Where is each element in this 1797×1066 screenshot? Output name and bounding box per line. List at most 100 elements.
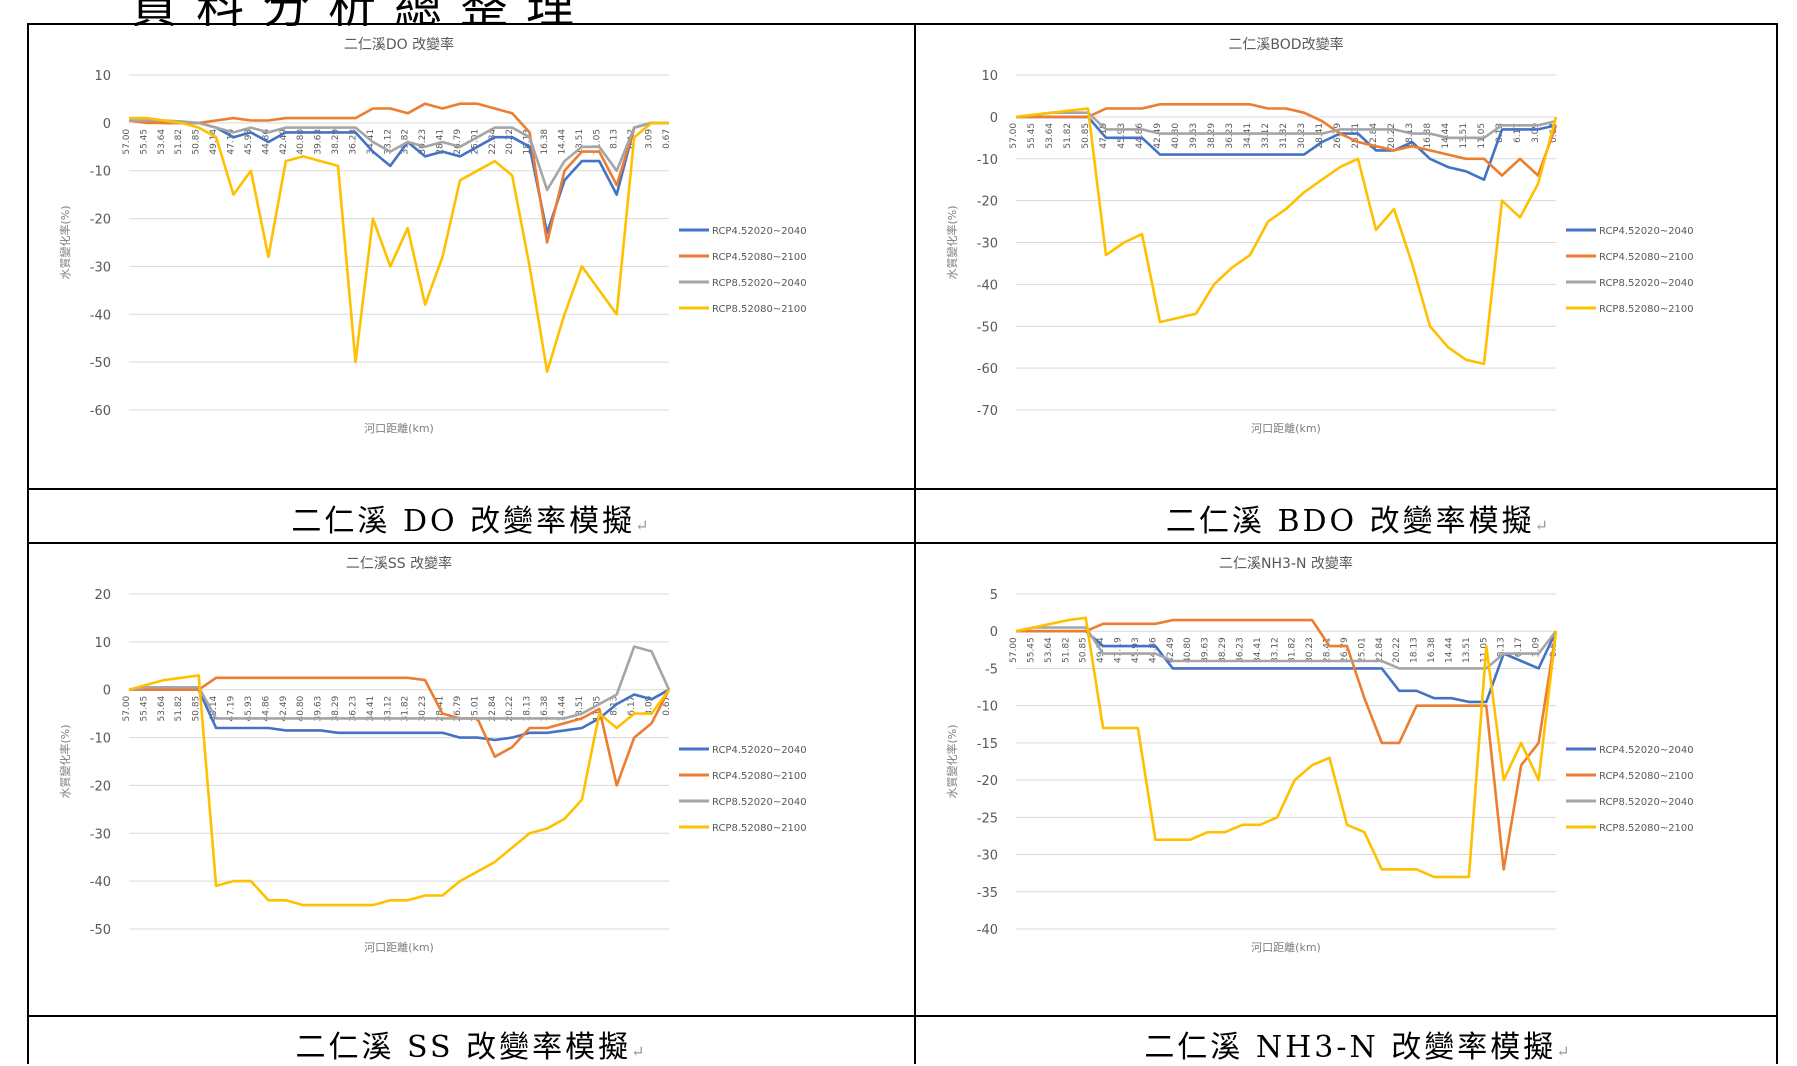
x-axis-label: 河口距離(km) <box>364 421 434 435</box>
table-divider-3 <box>27 1015 1778 1017</box>
x-tick-label: 13.51 <box>575 129 585 155</box>
x-tick-label: 42.49 <box>1166 637 1176 663</box>
x-tick-label: 26.79 <box>453 129 463 155</box>
x-tick-label: 20.22 <box>1392 637 1402 663</box>
x-tick-label: 50.85 <box>192 129 202 155</box>
x-tick-label: 36.23 <box>1235 637 1245 663</box>
x-tick-label: 40.80 <box>1183 637 1193 663</box>
y-tick-label: -50 <box>977 320 998 335</box>
x-tick-label: 38.29 <box>331 129 341 155</box>
x-tick-label: 50.85 <box>192 696 202 722</box>
x-tick-label: 22.84 <box>1369 123 1379 149</box>
x-tick-label: 22.84 <box>488 695 498 721</box>
series-line-3 <box>1015 626 1558 670</box>
legend-label: RCP8.52080~2100 <box>712 823 807 834</box>
chart-title: 二仁溪SS 改變率 <box>346 555 452 572</box>
x-tick-label: 20.22 <box>1387 123 1397 149</box>
x-tick-label: 16.38 <box>1423 123 1433 149</box>
y-tick-label: -25 <box>977 811 998 826</box>
series-line-4 <box>129 116 669 374</box>
series-line-2 <box>1016 103 1558 177</box>
legend-label: RCP4.52080~2100 <box>1599 771 1694 782</box>
series-line-4 <box>1015 107 1558 366</box>
x-tick-label: 45.93 <box>244 129 254 155</box>
x-tick-label: 26.79 <box>453 695 463 721</box>
x-tick-label: 53.64 <box>157 129 167 155</box>
x-tick-label: 51.82 <box>174 696 184 722</box>
x-tick-label: 0.67 <box>662 129 672 149</box>
series-line-1 <box>1016 115 1557 181</box>
caption-nh3: 二仁溪 NH3-N 改變率模擬↵ <box>1144 1030 1573 1065</box>
legend-label: RCP4.52080~2100 <box>712 771 807 782</box>
x-tick-label: 13.51 <box>575 696 585 722</box>
y-tick-label: -50 <box>90 356 111 371</box>
x-tick-label: 14.44 <box>1444 637 1454 663</box>
x-tick-label: 51.82 <box>1061 637 1071 663</box>
x-tick-label: 33.12 <box>1261 123 1271 149</box>
x-tick-label: 11.05 <box>1477 123 1487 149</box>
caption-do: 二仁溪 DO 改變率模擬↵ <box>291 504 652 539</box>
x-tick-label: 13.51 <box>1462 637 1472 663</box>
x-tick-label: 55.45 <box>139 129 149 155</box>
x-tick-label: 57.00 <box>1009 637 1019 663</box>
page-header-text: 資料分析總整理 <box>130 0 1030 26</box>
y-tick-label: 10 <box>981 69 998 84</box>
legend-label: RCP4.52020~2040 <box>1599 226 1694 237</box>
x-tick-label: 25.01 <box>1351 123 1361 149</box>
chart-ss: 二仁溪SS 改變率 20 10 0 -10 -20 -30 -40 -50 57.00 55.45 5… <box>29 544 914 1006</box>
series-line-2 <box>129 676 671 787</box>
x-tick-label: 33.12 <box>383 129 393 155</box>
chart-bod: 二仁溪BOD改變率 10 0 -10 -20 -30 -40 -50 -60 -70 57.00 55… <box>916 25 1797 487</box>
x-tick-label: 34.41 <box>366 696 376 722</box>
x-tick-label: 47.19 <box>1114 637 1124 663</box>
x-tick-label: 40.80 <box>1171 123 1181 149</box>
x-tick-label: 57.00 <box>1009 123 1019 149</box>
series-line-2 <box>1016 618 1558 871</box>
y-axis-label: 水質變化率(%) <box>58 205 72 279</box>
x-tick-label: 11.05 <box>592 129 602 155</box>
x-tick-label: 30.23 <box>1305 637 1315 663</box>
y-axis-label: 水質變化率(%) <box>58 724 72 798</box>
x-tick-label: 18.13 <box>1410 637 1420 663</box>
x-tick-label: 28.41 <box>1315 123 1325 149</box>
x-tick-label: 26.79 <box>1340 637 1350 663</box>
x-tick-label: 38.29 <box>1218 637 1228 663</box>
legend-label: RCP8.52080~2100 <box>1599 823 1694 834</box>
x-tick-label: 33.12 <box>1270 637 1280 663</box>
x-tick-label: 25.01 <box>470 696 480 722</box>
x-tick-label: 44.86 <box>1135 123 1145 149</box>
x-tick-label: 49.14 <box>209 695 219 721</box>
y-tick-label: -30 <box>90 260 111 275</box>
x-tick-label: 20.22 <box>505 129 515 155</box>
x-tick-label: 18.13 <box>1405 123 1415 149</box>
x-axis-label: 河口距離(km) <box>1251 421 1321 435</box>
x-axis-label: 河口距離(km) <box>1251 940 1321 954</box>
x-tick-label: 6.17 <box>1513 123 1523 143</box>
x-tick-label: 55.45 <box>1027 123 1037 149</box>
legend-label: RCP8.52020~2040 <box>1599 278 1694 289</box>
series-line-4 <box>128 674 671 907</box>
x-tick-label: 30.23 <box>418 696 428 722</box>
x-tick-label: 3.09 <box>1531 123 1541 143</box>
series-line-2 <box>128 102 669 244</box>
x-tick-label: 33.12 <box>383 696 393 722</box>
x-tick-label: 3.09 <box>645 695 655 715</box>
x-tick-label: 6.17 <box>1514 637 1524 657</box>
x-tick-label: 42.49 <box>279 695 289 721</box>
x-tick-label: 31.82 <box>1279 123 1289 149</box>
y-tick-label: -15 <box>977 737 998 752</box>
x-tick-label: 38.29 <box>331 695 341 721</box>
y-tick-label: 10 <box>94 69 111 84</box>
legend-label: RCP4.52020~2040 <box>1599 745 1694 756</box>
legend-label: RCP8.52020~2040 <box>712 797 807 808</box>
series-line-3 <box>1015 111 1557 140</box>
x-tick-label: 40.80 <box>296 695 306 721</box>
x-tick-label: 55.45 <box>139 696 149 722</box>
chart-do: 二仁溪DO 改變率 10 0 -10 -20 -30 -40 -50 -60 57.00 55.45… <box>29 25 914 487</box>
x-tick-label: 39.63 <box>1201 637 1211 663</box>
x-tick-label: 8.13 <box>1497 637 1507 657</box>
y-tick-label: -50 <box>90 923 111 938</box>
y-tick-label: 5 <box>990 588 998 603</box>
y-axis-label: 水質變化率(%) <box>945 205 959 279</box>
x-tick-label: 51.82 <box>1063 123 1073 149</box>
